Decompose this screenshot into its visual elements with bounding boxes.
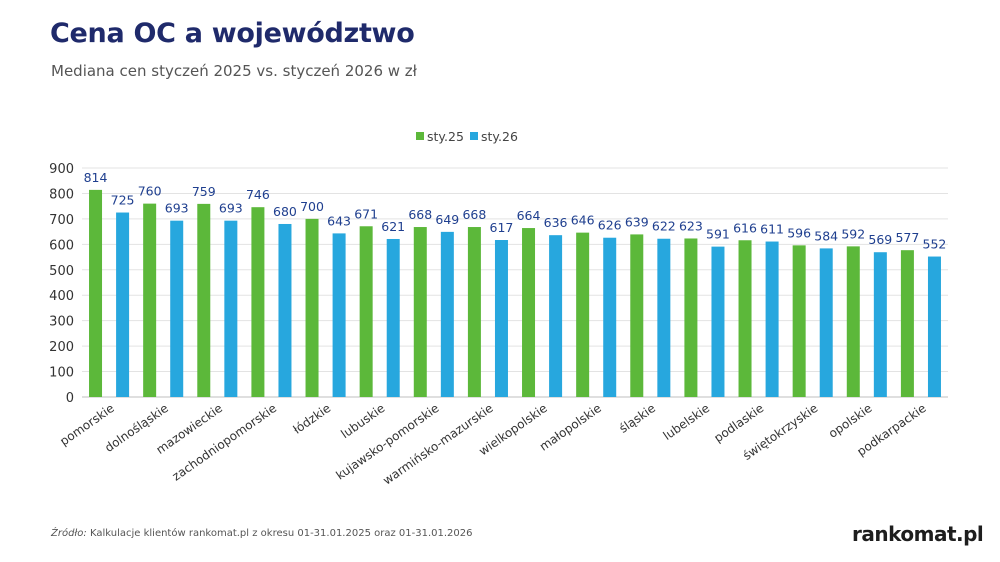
bar-sty26 (386, 238, 400, 397)
x-tick-label: zachodniopomorskie (170, 401, 280, 484)
data-label: 643 (327, 213, 351, 228)
bar-sty25 (305, 218, 319, 397)
legend-label: sty.26 (481, 129, 518, 144)
bar-sty26 (170, 220, 184, 397)
data-label: 646 (571, 213, 595, 228)
bar-sty25 (900, 250, 914, 397)
data-label: 759 (192, 184, 216, 199)
data-label: 639 (625, 214, 649, 229)
data-label: 626 (598, 218, 622, 233)
legend: sty.25 sty.26 (416, 129, 518, 144)
data-label: 649 (435, 212, 459, 227)
data-label: 616 (733, 220, 757, 235)
x-tick-label: śląskie (617, 401, 659, 436)
data-label: 680 (273, 204, 297, 219)
y-tick-label: 0 (66, 391, 74, 406)
legend-swatch (470, 132, 478, 140)
bar-sty25 (467, 227, 481, 397)
data-label: 725 (111, 193, 135, 208)
bar-sty26 (765, 241, 779, 397)
bar-sty26 (332, 233, 346, 397)
y-tick-label: 300 (49, 315, 74, 330)
bar-sty25 (522, 228, 536, 397)
data-label: 664 (517, 208, 541, 223)
data-label: 611 (760, 222, 784, 237)
x-tick-label: lubuskie (338, 401, 387, 441)
bar-sty25 (413, 227, 427, 397)
bar-sty25 (846, 246, 860, 397)
data-label: 623 (679, 218, 703, 233)
y-tick-label: 500 (49, 264, 74, 279)
bar-sty26 (278, 223, 292, 397)
bar-sty26 (549, 235, 563, 397)
data-label: 569 (868, 232, 892, 247)
bar-sty26 (224, 220, 238, 397)
bar-sty26 (494, 240, 508, 397)
y-tick-label: 700 (49, 213, 74, 228)
bar-sty25 (197, 203, 211, 397)
bars (89, 189, 941, 397)
bar-sty25 (143, 203, 157, 397)
data-label: 636 (544, 215, 568, 230)
data-label: 668 (408, 207, 432, 222)
bar-sty25 (792, 245, 806, 397)
bar-sty26 (819, 248, 833, 397)
data-label: 596 (787, 225, 811, 240)
bar-sty25 (630, 234, 644, 397)
data-label: 621 (381, 219, 405, 234)
data-label: 760 (138, 184, 162, 199)
data-label: 577 (895, 230, 919, 245)
data-label: 693 (219, 201, 243, 216)
data-label: 668 (462, 207, 486, 222)
x-axis-labels: pomorskiedolnośląskiemazowieckiezachodni… (57, 401, 928, 488)
bar-sty25 (738, 240, 752, 397)
bar-sty25 (251, 207, 265, 397)
chart-subtitle: Mediana cen styczeń 2025 vs. styczeń 202… (51, 62, 417, 80)
bar-sty25 (89, 189, 103, 397)
data-label: 584 (814, 228, 838, 243)
y-tick-label: 100 (49, 366, 74, 381)
source-note: Źródło: Kalkulacje klientów rankomat.pl … (51, 528, 473, 539)
y-tick-label: 200 (49, 340, 74, 355)
x-tick-label: opolskie (826, 401, 875, 441)
legend-swatch (416, 132, 424, 140)
data-label: 814 (84, 170, 108, 185)
data-label: 617 (490, 220, 514, 235)
data-label: 592 (841, 226, 865, 241)
data-label: 700 (300, 199, 324, 214)
bar-sty26 (657, 238, 671, 397)
bar-sty25 (684, 238, 698, 397)
bar-sty25 (359, 226, 373, 397)
bar-sty26 (116, 212, 130, 397)
data-label: 622 (652, 219, 676, 234)
chart-title: Cena OC a województwo (50, 18, 415, 49)
rankomat-logo: rankomat.pl (852, 522, 984, 546)
source-label: Źródło: (51, 528, 87, 539)
bar-sty26 (927, 256, 941, 397)
source-text: Kalkulacje klientów rankomat.pl z okresu… (86, 528, 473, 539)
bar-sty25 (576, 232, 590, 397)
bar-sty26 (711, 246, 725, 397)
data-label: 591 (706, 227, 730, 242)
data-label: 671 (354, 206, 378, 221)
y-tick-label: 400 (49, 289, 74, 304)
bar-sty26 (873, 252, 887, 397)
data-label: 693 (165, 201, 189, 216)
x-tick-label: lubelskie (661, 401, 713, 443)
y-tick-label: 900 (49, 162, 74, 177)
legend-label: sty.25 (427, 129, 464, 144)
data-label: 552 (923, 237, 947, 252)
y-axis: 0 100 200 300 400 500 600 700 800 900 (49, 162, 74, 406)
data-label: 746 (246, 187, 270, 202)
y-tick-label: 600 (49, 238, 74, 253)
y-tick-label: 800 (49, 187, 74, 202)
x-tick-label: łódzkie (291, 401, 334, 437)
bar-sty26 (603, 237, 617, 397)
bar-sty26 (440, 231, 454, 397)
grid-lines (82, 167, 948, 398)
